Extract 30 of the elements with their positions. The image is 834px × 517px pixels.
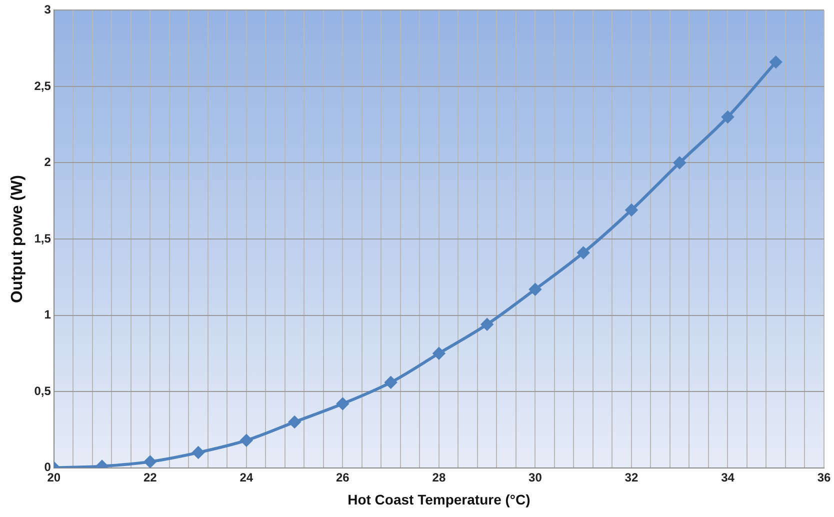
x-tick-label: 26 <box>336 470 350 484</box>
point <box>529 283 542 296</box>
point <box>770 56 782 68</box>
point <box>625 204 638 216</box>
x-tick-label: 30 <box>528 470 542 484</box>
y-tick-label: 1 <box>44 308 52 322</box>
point <box>240 434 252 446</box>
x-tick-label: 24 <box>240 470 254 484</box>
point <box>722 110 734 123</box>
point <box>432 347 445 360</box>
y-tick-label: 2,5 <box>34 78 52 93</box>
point <box>192 446 204 459</box>
point <box>674 156 686 169</box>
point <box>144 456 156 468</box>
x-tick-label: 32 <box>624 470 638 484</box>
y-tick-label: 0,5 <box>34 384 52 398</box>
y-tick-label: 3 <box>44 2 52 17</box>
y-tick-label: 1,5 <box>34 231 52 246</box>
point <box>481 318 494 330</box>
y-axis-title: Output powe (W) <box>9 175 26 303</box>
x-tick-label: 28 <box>432 470 446 484</box>
x-axis-title: Hot Coast Temperature (°C) <box>348 491 530 508</box>
point <box>288 416 301 428</box>
x-tick-label: 22 <box>143 470 158 484</box>
x-tick-label: 36 <box>817 470 831 484</box>
point <box>577 246 590 259</box>
y-tick-label: 2 <box>44 155 52 170</box>
point <box>336 398 349 410</box>
point <box>384 376 397 388</box>
x-tick-label: 34 <box>721 470 735 484</box>
